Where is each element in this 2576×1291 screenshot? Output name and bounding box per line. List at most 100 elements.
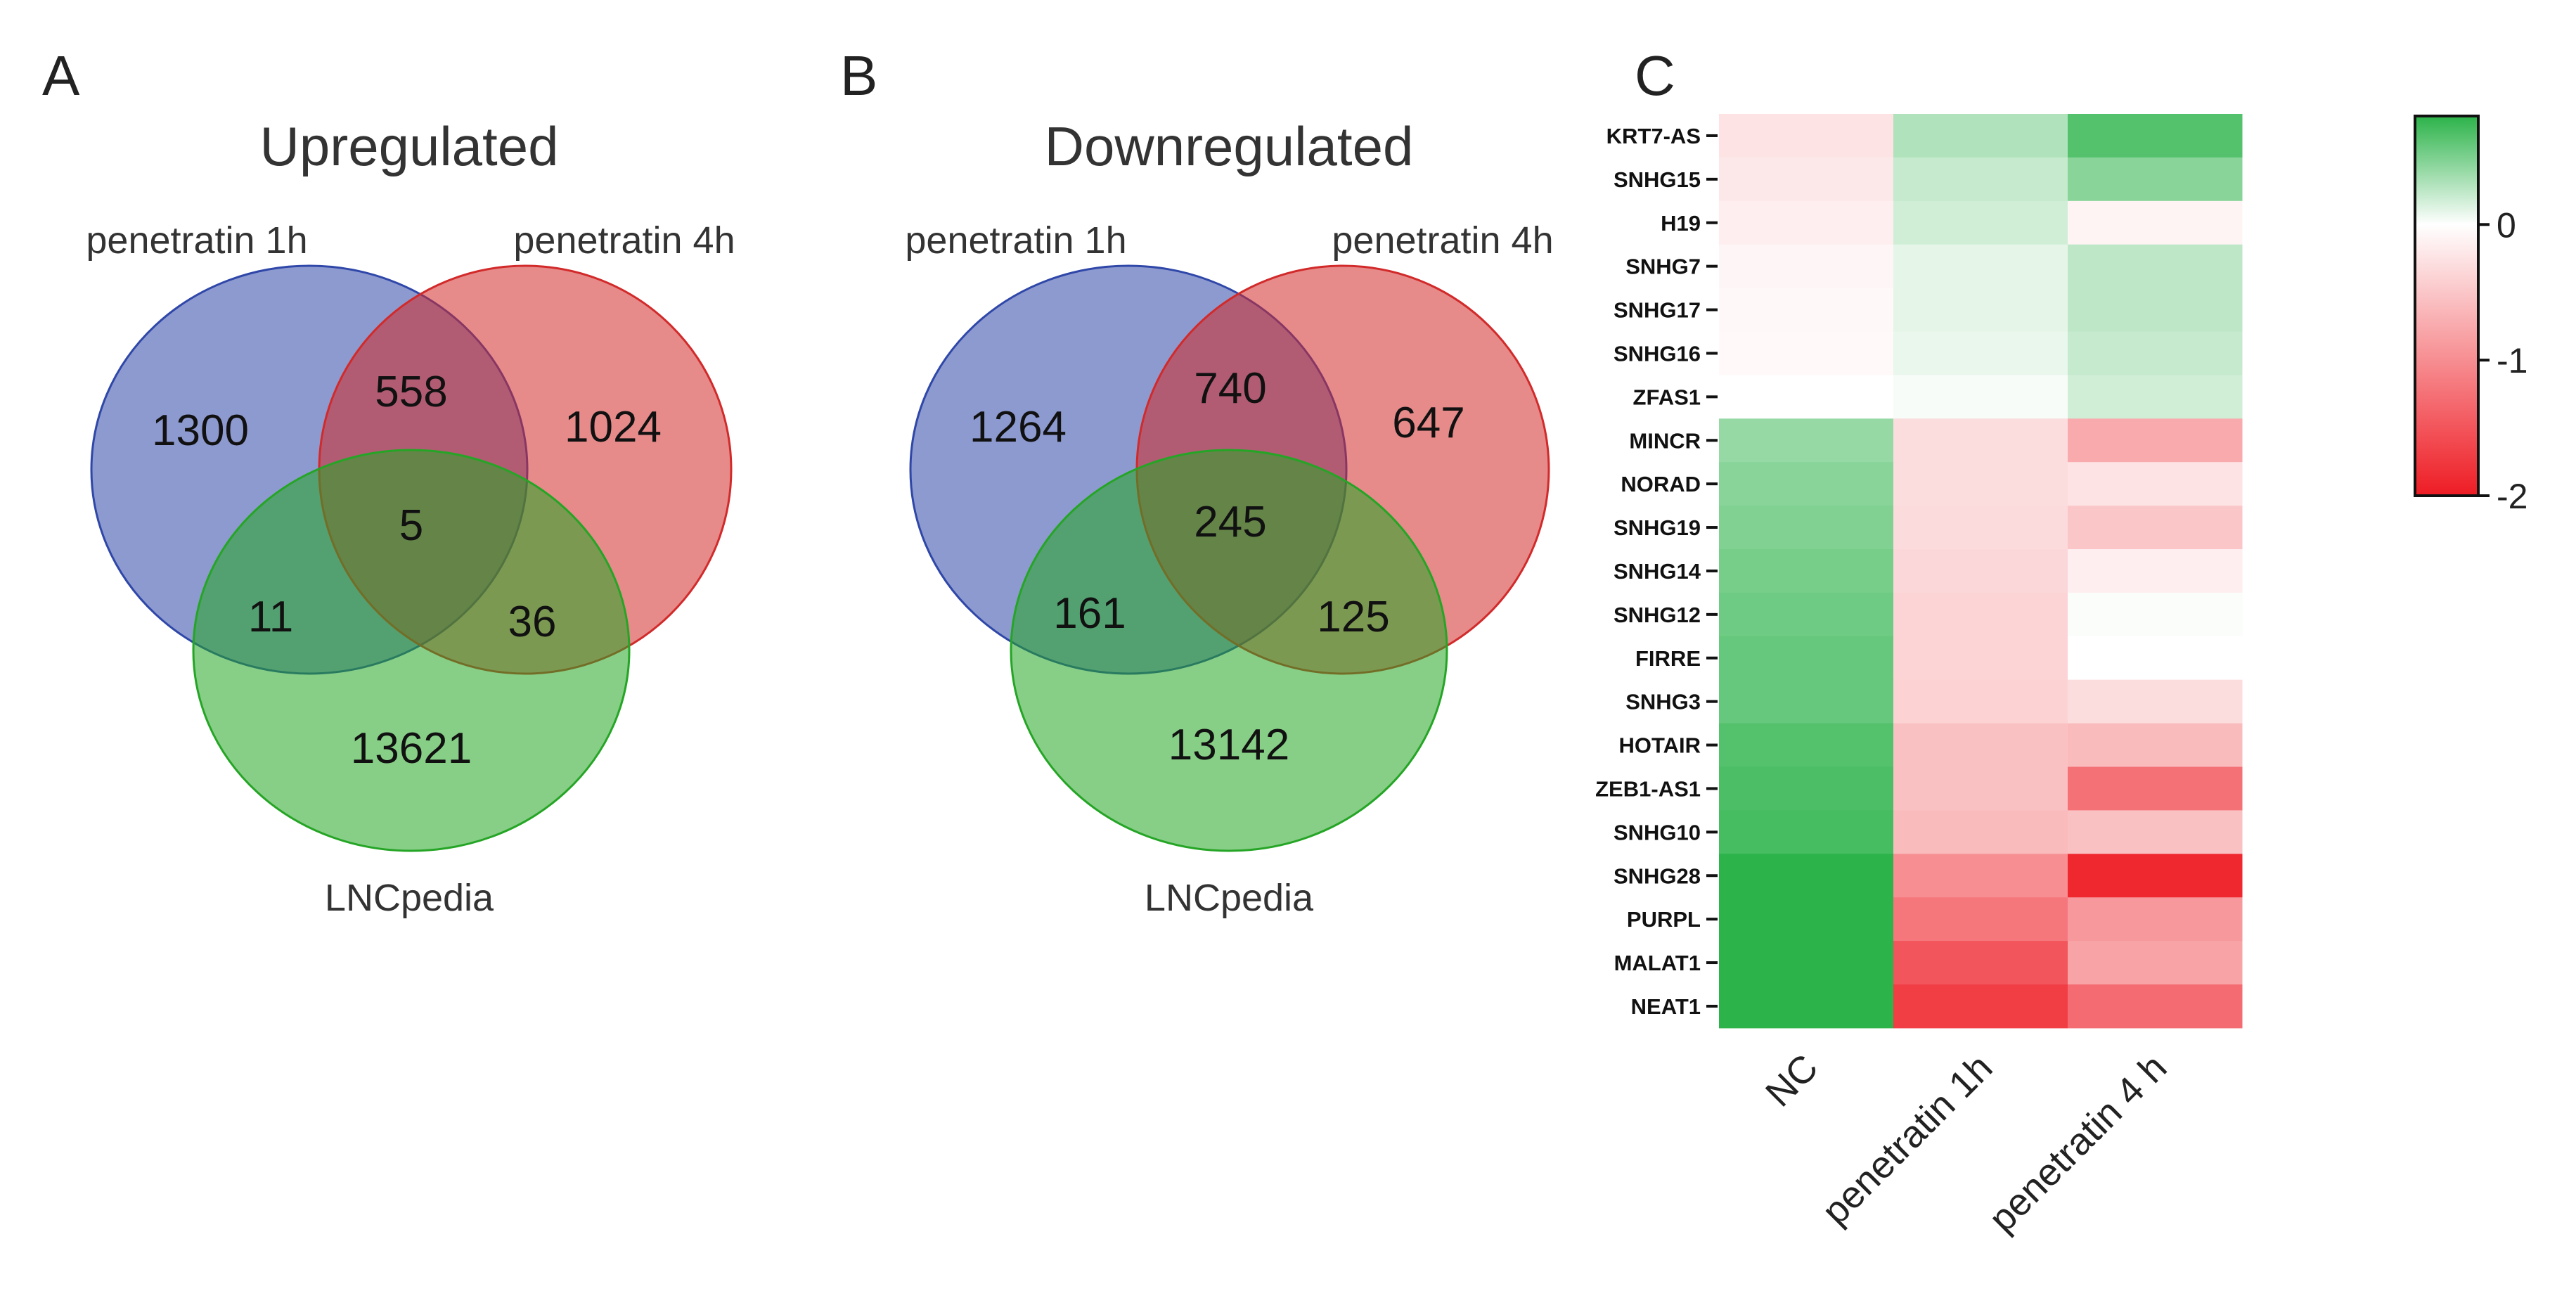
heatmap-cell <box>2068 810 2243 854</box>
heatmap-cell <box>1719 418 1894 463</box>
heatmap-column-label: NC <box>1758 1046 1827 1115</box>
heatmap-row-label: SNHG7 <box>1625 255 1701 279</box>
heatmap-cell <box>1893 200 2068 245</box>
heatmap-cell <box>1893 506 2068 550</box>
heatmap-cell <box>1719 462 1894 506</box>
colorbar-tick-label: 0 <box>2497 205 2516 245</box>
heatmap-row-label: KRT7-AS <box>1606 124 1701 148</box>
heatmap-cell <box>2068 897 2243 942</box>
heatmap-cell <box>2068 984 2243 1029</box>
panel-a: A Upregulated penetratin 1h penetratin 4… <box>42 44 735 919</box>
heatmap-row-label: SNHG3 <box>1625 690 1701 714</box>
heatmap-cell <box>2068 636 2243 681</box>
heatmap-cell <box>1893 592 2068 637</box>
venn-a-count-all: 5 <box>399 501 423 550</box>
heatmap-cell <box>2068 941 2243 985</box>
heatmap-cell <box>2068 549 2243 593</box>
heatmap-cell <box>1893 462 2068 506</box>
venn-b-count-pen1h-lnc: 161 <box>1053 589 1126 638</box>
venn-b-count-pen4h-lnc: 125 <box>1317 593 1389 641</box>
venn-a-count-pen4h-lnc: 36 <box>508 598 557 646</box>
venn-a-count-pen1h-lnc: 11 <box>248 593 293 641</box>
venn-a-count-pen1h-only: 1300 <box>152 406 249 455</box>
heatmap-row-label: HOTAIR <box>1618 733 1701 758</box>
heatmap-cell <box>2068 766 2243 811</box>
venn-b-label-penetratin-4h: penetratin 4h <box>1332 219 1553 262</box>
heatmap-cell <box>1893 549 2068 593</box>
panel-a-title: Upregulated <box>260 115 559 177</box>
heatmap-cell <box>1893 244 2068 289</box>
heatmap-cell <box>1719 679 1894 724</box>
venn-b-count-pen4h-only: 647 <box>1392 399 1464 447</box>
panel-c: C KRT7-AS SNHG15 H19 SNHG7 SNHG17 SNHG16 ZFAS1… <box>1595 44 2527 1240</box>
heatmap-cell <box>1719 723 1894 767</box>
venn-b-label-penetratin-1h: penetratin 1h <box>905 219 1126 262</box>
venn-b-label-lncpedia: LNCpedia <box>1145 877 1314 919</box>
heatmap-cell <box>1719 200 1894 245</box>
heatmap-cell <box>1893 766 2068 811</box>
heatmap-cell <box>1719 984 1894 1029</box>
venn-b-circle-lncpedia <box>1010 449 1448 852</box>
heatmap-row-label: NEAT1 <box>1631 994 1701 1019</box>
heatmap-cell <box>2068 506 2243 550</box>
heatmap-cell <box>1893 984 2068 1029</box>
venn-a-circle-lncpedia <box>192 449 631 852</box>
heatmap-cells <box>1719 114 2243 1029</box>
heatmap-row-label: SNHG28 <box>1614 863 1701 888</box>
heatmap-cell <box>2068 854 2243 898</box>
heatmap-cell <box>1719 854 1894 898</box>
heatmap-cell <box>2068 288 2243 332</box>
colorbar-gradient <box>2414 115 2480 497</box>
heatmap-cell <box>1719 244 1894 289</box>
panel-b-letter: B <box>840 44 877 107</box>
venn-b-count-pen1h-only: 1264 <box>970 403 1067 451</box>
heatmap-row-label: SNHG12 <box>1614 603 1701 627</box>
colorbar-tick-label: -1 <box>2497 341 2527 380</box>
heatmap-row-label: SNHG14 <box>1614 559 1701 584</box>
venn-b-count-all: 245 <box>1194 498 1266 546</box>
heatmap-cell <box>1893 375 2068 419</box>
heatmap-row-label: ZFAS1 <box>1633 385 1701 409</box>
heatmap-cell <box>1719 288 1894 332</box>
heatmap-cell <box>2068 418 2243 463</box>
heatmap-column-label: penetratin 1h <box>1814 1046 2000 1233</box>
heatmap-cell <box>1719 636 1894 681</box>
heatmap-row-label: FIRRE <box>1635 646 1701 671</box>
venn-a-label-penetratin-4h: penetratin 4h <box>513 219 735 262</box>
heatmap-row-label: SNHG19 <box>1614 515 1701 540</box>
heatmap-cell <box>1719 592 1894 637</box>
heatmap-cell <box>2068 462 2243 506</box>
heatmap-cell <box>1893 636 2068 681</box>
heatmap-cell <box>2068 679 2243 724</box>
heatmap-row-labels: KRT7-AS SNHG15 H19 SNHG7 SNHG17 SNHG16 ZFAS1 MI… <box>1595 124 1718 1019</box>
heatmap-cell <box>1719 331 1894 375</box>
heatmap-cell <box>1893 157 2068 202</box>
heatmap-cell <box>1893 331 2068 375</box>
heatmap-row-label: PURPL <box>1627 907 1701 932</box>
heatmap-cell <box>1719 157 1894 202</box>
heatmap-row-label: MINCR <box>1629 428 1701 453</box>
heatmap-cell <box>1893 418 2068 463</box>
panel-a-letter: A <box>42 44 80 107</box>
heatmap-cell <box>2068 200 2243 245</box>
heatmap-cell <box>1893 941 2068 985</box>
heatmap-cell <box>2068 331 2243 375</box>
heatmap-row-label: NORAD <box>1621 472 1701 496</box>
heatmap-cell <box>1893 723 2068 767</box>
heatmap-cell <box>2068 375 2243 419</box>
heatmap-cell <box>1893 810 2068 854</box>
heatmap-cell <box>1893 114 2068 158</box>
heatmap-cell <box>1719 506 1894 550</box>
heatmap-cell <box>2068 723 2243 767</box>
heatmap-row-label: H19 <box>1661 211 1701 236</box>
heatmap-cell <box>1719 549 1894 593</box>
heatmap-row-label: MALAT1 <box>1614 951 1701 975</box>
heatmap-column-label: penetratin 4 h <box>1981 1046 2175 1240</box>
heatmap-cell <box>2068 244 2243 289</box>
heatmap-cell <box>1719 114 1894 158</box>
heatmap-cell <box>1893 679 2068 724</box>
panel-b-title: Downregulated <box>1045 115 1414 177</box>
heatmap-cell <box>1719 766 1894 811</box>
